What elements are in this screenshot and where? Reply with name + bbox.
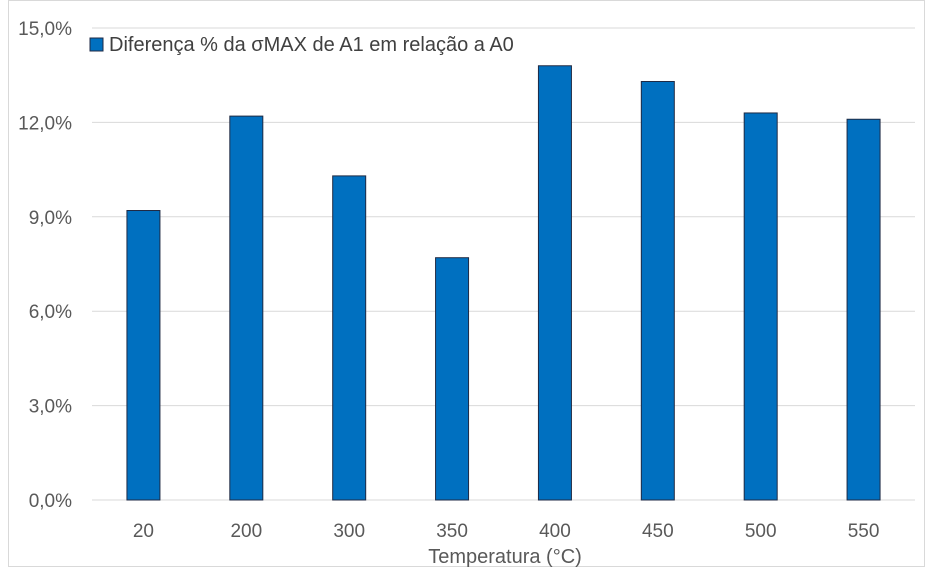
bar [537, 65, 572, 501]
y-tick-label: 15,0% [18, 19, 72, 40]
y-tick-label: 6,0% [29, 302, 72, 323]
bar [126, 210, 161, 501]
gridlines [92, 27, 915, 501]
bar [640, 80, 675, 501]
bar [332, 175, 367, 501]
legend: Diferença % da σMAX de A1 em relação a A… [89, 34, 514, 56]
x-tick-label: 550 [848, 521, 880, 542]
bar [743, 112, 778, 501]
x-tick-label: 200 [230, 521, 262, 542]
x-tick-label: 300 [333, 521, 365, 542]
x-tick-label: 400 [539, 521, 571, 542]
bar [846, 118, 881, 501]
bar [229, 115, 264, 501]
legend-label: Diferença % da σMAX de A1 em relação a A… [109, 34, 514, 56]
x-tick-label: 20 [133, 521, 154, 542]
bar [435, 257, 470, 501]
y-axis-tick-labels: 0,0% 3,0% 6,0% 9,0% 12,0% 15,0% [18, 19, 72, 512]
bars [126, 65, 881, 501]
legend-swatch [89, 37, 104, 52]
y-tick-label: 12,0% [18, 113, 72, 134]
y-tick-label: 3,0% [29, 397, 72, 418]
x-axis-title: Temperatura (°C) [428, 546, 582, 568]
x-tick-label: 450 [642, 521, 674, 542]
x-axis-tick-labels: 20 200 300 350 400 450 500 550 [133, 521, 880, 542]
y-tick-label: 9,0% [29, 208, 72, 229]
x-tick-label: 350 [436, 521, 468, 542]
x-tick-label: 500 [745, 521, 777, 542]
y-tick-label: 0,0% [29, 491, 72, 512]
